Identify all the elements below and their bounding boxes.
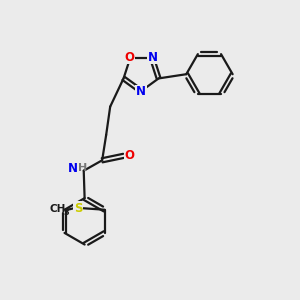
Text: O: O [125, 51, 135, 64]
Text: O: O [124, 149, 134, 162]
Text: N: N [136, 85, 146, 98]
Text: 3: 3 [64, 208, 70, 217]
Text: CH: CH [50, 204, 66, 214]
Text: N: N [68, 162, 78, 175]
Text: N: N [148, 51, 158, 64]
Text: S: S [74, 202, 82, 215]
Text: H: H [78, 163, 87, 173]
